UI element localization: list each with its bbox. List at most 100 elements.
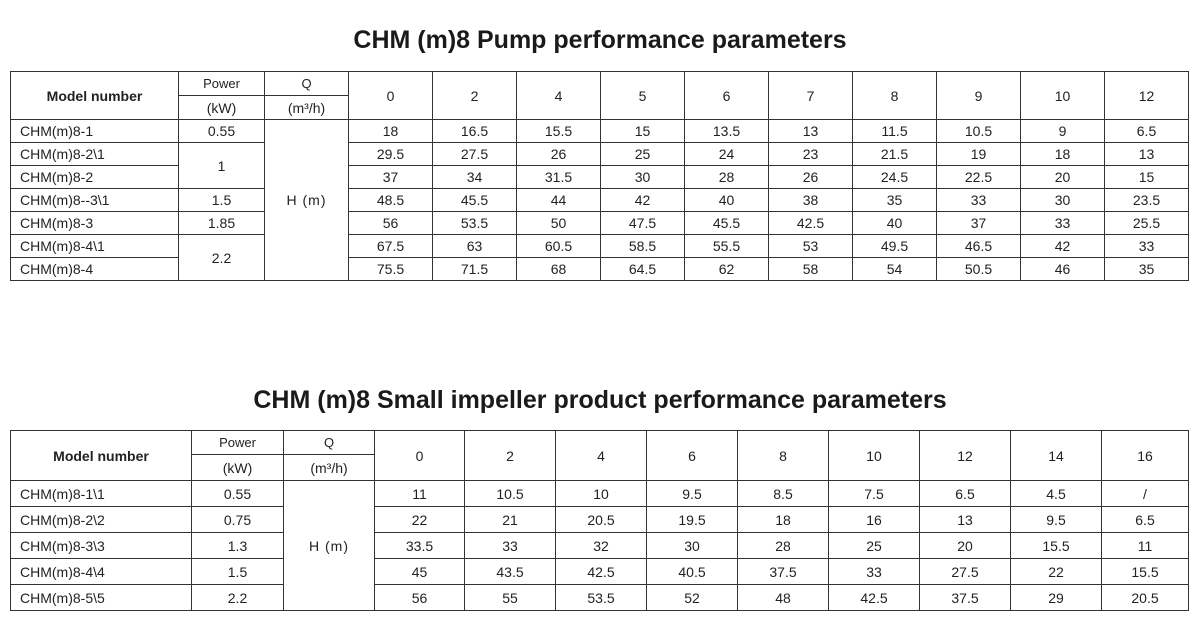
head-value-cell: 15	[600, 119, 685, 143]
head-value-cell: 50	[516, 211, 601, 235]
head-value-cell: 60.5	[516, 234, 601, 258]
flow-value-header: 2	[464, 430, 556, 481]
head-value-cell: 10.5	[464, 480, 556, 507]
head-value-cell: 18	[348, 119, 433, 143]
small-impeller-performance-table: Model number Power Q 0 2 4 6 8 10 12 14 …	[10, 430, 1189, 611]
head-value-cell: 15	[1104, 165, 1189, 189]
head-value-cell: 45.5	[432, 188, 517, 212]
head-value-cell: 21.5	[852, 142, 937, 166]
head-value-cell: 8.5	[737, 480, 829, 507]
pump-performance-table: Model number Power Q 0 2 4 5 6 7 8 9 10 …	[10, 71, 1189, 281]
flow-value-header: 0	[374, 430, 465, 481]
head-value-cell: 53.5	[555, 584, 647, 611]
head-value-cell: 37	[936, 211, 1021, 235]
flow-value-header: 8	[852, 71, 937, 120]
model-cell: CHM(m)8-3	[10, 211, 179, 235]
model-cell: CHM(m)8-2\1	[10, 142, 179, 166]
flow-value-header: 2	[432, 71, 517, 120]
head-value-cell: 64.5	[600, 257, 685, 281]
head-value-cell: 37.5	[919, 584, 1011, 611]
head-value-cell: 45	[374, 558, 465, 585]
head-value-cell: 54	[852, 257, 937, 281]
table-row: CHM(m)8-4\1 2.2 67.5 63 60.5 58.5 55.5 53 49.5 46…	[10, 234, 1189, 281]
power-cell: 1.85	[178, 211, 265, 235]
head-value-cell: 26	[768, 165, 853, 189]
head-value-cell: 25	[828, 532, 920, 559]
head-value-cell: 42	[1020, 234, 1105, 258]
table1-title: CHM (m)8 Pump performance parameters	[353, 26, 847, 54]
head-value-cell: 13	[919, 506, 1011, 533]
head-value-cell: 48.5	[348, 188, 433, 212]
flow-value-header: 5	[600, 71, 685, 120]
head-value-cell: 35	[1104, 257, 1189, 281]
head-value-cell: 35	[852, 188, 937, 212]
head-value-cell: 58.5	[600, 234, 685, 258]
head-value-cell: 30	[1020, 188, 1105, 212]
head-value-cell: 10.5	[936, 119, 1021, 143]
head-value-cell: 46	[1020, 257, 1105, 281]
head-value-cell: 28	[737, 532, 829, 559]
flow-value-header: 16	[1101, 430, 1189, 481]
power-cell: 0.75	[191, 506, 284, 533]
head-value-cell: 20.5	[1101, 584, 1189, 611]
head-value-cell: 63	[432, 234, 517, 258]
head-value-cell: 43.5	[464, 558, 556, 585]
head-value-cell: 13	[768, 119, 853, 143]
head-value-cell: 55.5	[684, 234, 769, 258]
head-value-cell: 4.5	[1010, 480, 1102, 507]
head-value-cell: 15.5	[1010, 532, 1102, 559]
power-cell: 1.3	[191, 532, 284, 559]
head-label-cell: H (m)	[283, 480, 375, 611]
head-value-cell: 16.5	[432, 119, 517, 143]
head-value-cell: 18	[737, 506, 829, 533]
head-value-cell: 20.5	[555, 506, 647, 533]
head-value-cell: 20	[919, 532, 1011, 559]
table-row: CHM(m)8-3 1.85 56 53.5 50 47.5 45.5 42.5 40 37 33 2…	[10, 211, 1189, 235]
head-value-cell: 20	[1020, 165, 1105, 189]
power-cell: 1	[178, 142, 265, 189]
head-value-cell: 19.5	[646, 506, 738, 533]
head-value-cell: 6.5	[1104, 119, 1189, 143]
head-value-cell: 40	[684, 188, 769, 212]
head-value-cell: 40	[852, 211, 937, 235]
flow-value-header: 0	[348, 71, 433, 120]
head-value-cell: 9.5	[1010, 506, 1102, 533]
head-value-cell: 58	[768, 257, 853, 281]
model-number-header: Model number	[10, 71, 179, 120]
flow-q-header: Q	[283, 430, 375, 455]
flow-value-header: 4	[555, 430, 647, 481]
head-value-cell: 15.5	[516, 119, 601, 143]
head-value-cell: 75.5	[348, 257, 433, 281]
head-value-cell: 10	[555, 480, 647, 507]
head-value-cell: 24	[684, 142, 769, 166]
head-value-cell: 62	[684, 257, 769, 281]
head-value-cell: 11.5	[852, 119, 937, 143]
head-value-cell: 18	[1020, 142, 1105, 166]
power-unit: (kW)	[178, 95, 265, 120]
power-header: Power	[191, 430, 284, 455]
power-cell: 1.5	[178, 188, 265, 212]
head-value-cell: 49.5	[852, 234, 937, 258]
power-cell: 2.2	[178, 234, 265, 281]
head-value-cell: 29	[1010, 584, 1102, 611]
head-value-cell: 33	[936, 188, 1021, 212]
head-value-cell: 38	[768, 188, 853, 212]
head-value-cell: 33	[1020, 211, 1105, 235]
head-value-cell: 53.5	[432, 211, 517, 235]
head-value-cell: 9	[1020, 119, 1105, 143]
table-row: CHM(m)8-2\1 1 29.5 27.5 26 25 24 23 21.5 19 18 13	[10, 142, 1189, 189]
flow-value-header: 12	[1104, 71, 1189, 120]
model-cell: CHM(m)8-1\1	[10, 480, 192, 507]
head-value-cell: 22.5	[936, 165, 1021, 189]
head-value-cell: 47.5	[600, 211, 685, 235]
head-value-cell: 25.5	[1104, 211, 1189, 235]
flow-value-header: 10	[1020, 71, 1105, 120]
head-value-cell: 9.5	[646, 480, 738, 507]
head-value-cell: 19	[936, 142, 1021, 166]
head-value-cell: 40.5	[646, 558, 738, 585]
flow-value-header: 6	[684, 71, 769, 120]
head-value-cell: 34	[432, 165, 517, 189]
table-row: CHM(m)8-4 75.5 71.5 68 64.5 62 58 54 50.5 46 35	[10, 257, 1189, 281]
head-value-cell: 37.5	[737, 558, 829, 585]
head-value-cell: 33	[828, 558, 920, 585]
